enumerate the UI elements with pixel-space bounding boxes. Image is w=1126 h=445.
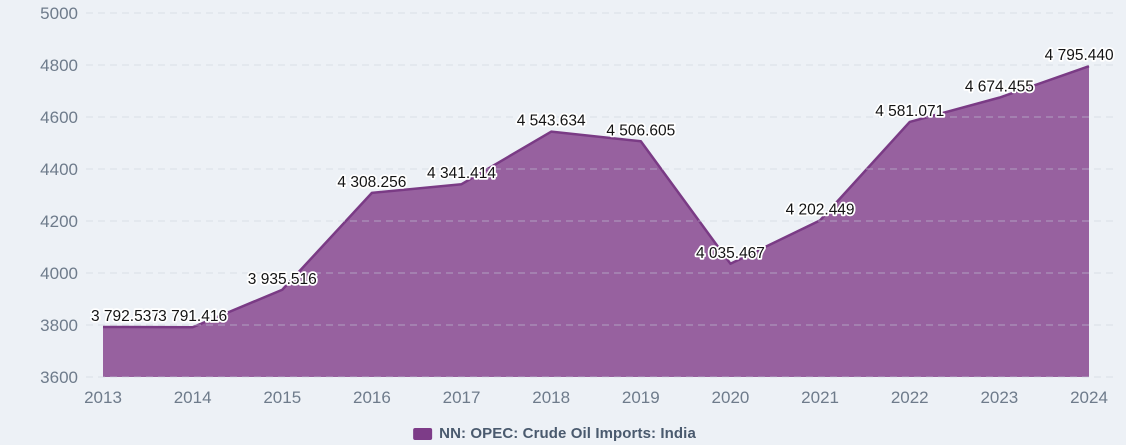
x-axis-tick-label: 2019 — [622, 388, 660, 407]
legend[interactable]: NN: OPEC: Crude Oil Imports: India — [413, 425, 696, 442]
data-point-label: 4 308.256 — [337, 174, 406, 191]
y-axis-tick-label: 4000 — [40, 264, 78, 283]
legend-series-label: NN: OPEC: Crude Oil Imports: India — [439, 425, 696, 442]
legend-marker-icon — [413, 427, 433, 440]
x-axis-tick-label: 2013 — [84, 388, 122, 407]
area-series-line[interactable] — [102, 65, 1090, 329]
x-axis-tick-label: 2016 — [353, 388, 391, 407]
data-point-label: 3 791.416 — [158, 308, 227, 325]
data-point-label: 3 935.516 — [248, 271, 317, 288]
x-axis-tick-label: 2015 — [263, 388, 301, 407]
data-point-label: 4 506.605 — [606, 122, 675, 139]
data-point-label: 4 341.414 — [427, 165, 496, 182]
data-point-label: 4 035.467 — [696, 245, 765, 262]
x-axis-tick-label: 2021 — [801, 388, 839, 407]
data-point-label: 4 674.455 — [965, 79, 1034, 96]
x-axis-tick-label: 2020 — [712, 388, 750, 407]
data-point-label: 4 581.071 — [875, 103, 944, 120]
data-point-label: 3 792.537 — [91, 308, 160, 325]
y-axis-tick-label: 4800 — [40, 56, 78, 75]
data-point-label: 4 543.634 — [517, 113, 586, 130]
data-point-label: 4 202.449 — [786, 201, 855, 218]
y-axis-tick-label: 4200 — [40, 212, 78, 231]
x-axis-tick-label: 2023 — [980, 388, 1018, 407]
x-axis-tick-label: 2024 — [1070, 388, 1108, 407]
x-axis-tick-label: 2022 — [891, 388, 929, 407]
x-axis-tick-label: 2018 — [532, 388, 570, 407]
y-axis-tick-label: 3600 — [40, 368, 78, 387]
x-axis-tick-label: 2017 — [443, 388, 481, 407]
x-axis-tick-label: 2014 — [174, 388, 212, 407]
y-axis-tick-label: 4400 — [40, 160, 78, 179]
area-series-fill[interactable] — [103, 66, 1089, 377]
y-axis-tick-label: 3800 — [40, 316, 78, 335]
data-point-label: 4 795.440 — [1045, 47, 1114, 64]
y-axis-tick-label: 5000 — [40, 4, 78, 23]
y-axis-tick-label: 4600 — [40, 108, 78, 127]
